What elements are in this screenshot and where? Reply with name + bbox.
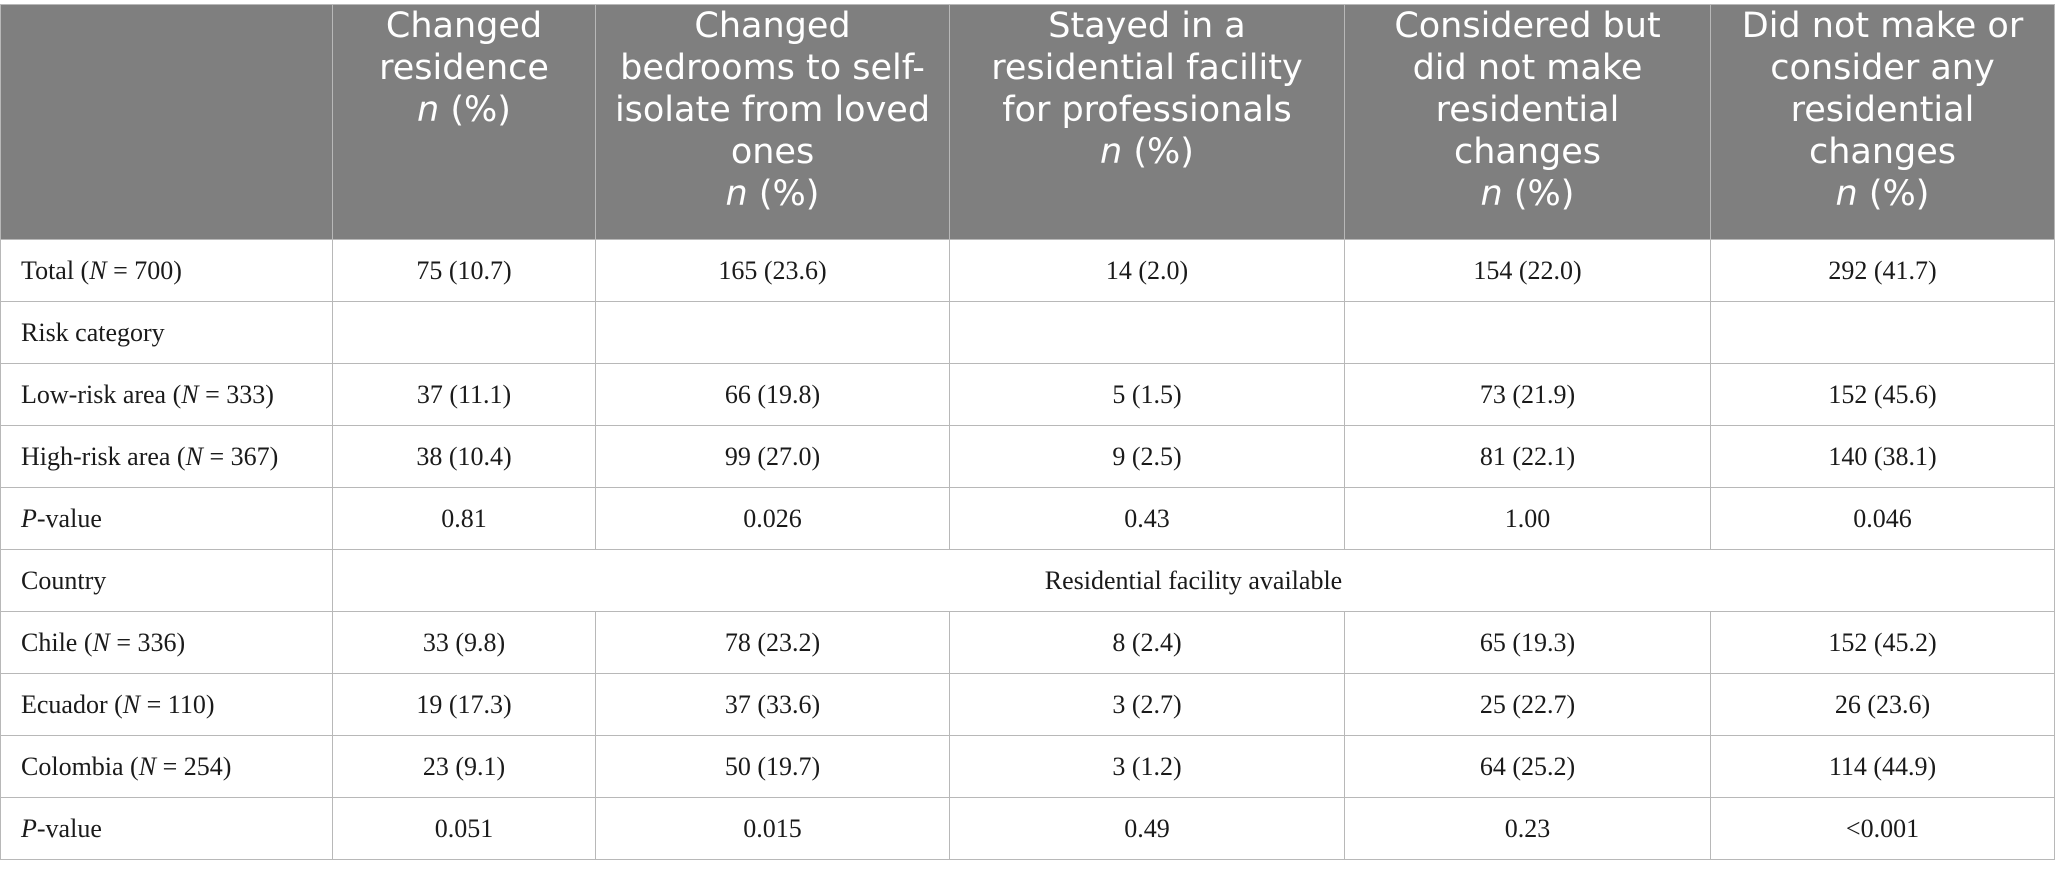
table-cell: 0.046 <box>1710 487 2055 550</box>
table-header: Changed residence n (%) Changed bedrooms… <box>0 4 2055 240</box>
table-body: Total (N = 700) 75 (10.7) 165 (23.6) 14 … <box>0 239 2055 860</box>
header-empty-cell <box>0 4 333 240</box>
row-label-risk-category: Risk category <box>0 301 333 364</box>
spanning-cell-facility-available: Residential facility available <box>332 549 2055 612</box>
table-cell: 152 (45.2) <box>1710 611 2055 674</box>
table-cell: 9 (2.5) <box>949 425 1345 488</box>
table-cell: 0.49 <box>949 797 1345 860</box>
table-cell: 0.23 <box>1344 797 1711 860</box>
row-label-p-value: P-value <box>0 487 333 550</box>
table-cell: 1.00 <box>1344 487 1711 550</box>
table-cell: 99 (27.0) <box>595 425 950 488</box>
header-row: Changed residence n (%) Changed bedrooms… <box>0 4 2055 240</box>
table-cell: 0.051 <box>332 797 596 860</box>
table-cell: 0.43 <box>949 487 1345 550</box>
table-cell: 26 (23.6) <box>1710 673 2055 736</box>
row-label-p-value: P-value <box>0 797 333 860</box>
table-row-colombia: Colombia (N = 254) 23 (9.1) 50 (19.7) 3 … <box>0 735 2055 798</box>
table-cell: 65 (19.3) <box>1344 611 1711 674</box>
table-cell: 78 (23.2) <box>595 611 950 674</box>
table-cell: 38 (10.4) <box>332 425 596 488</box>
table-cell: 25 (22.7) <box>1344 673 1711 736</box>
column-header-residential-facility: Stayed in a residential facility for pro… <box>949 4 1345 240</box>
table-cell <box>1344 301 1711 364</box>
table-row-risk-category: Risk category <box>0 301 2055 364</box>
table-cell: 81 (22.1) <box>1344 425 1711 488</box>
table-cell: 33 (9.8) <box>332 611 596 674</box>
table-cell: 73 (21.9) <box>1344 363 1711 426</box>
table-cell: 114 (44.9) <box>1710 735 2055 798</box>
table-cell: 0.81 <box>332 487 596 550</box>
table-row-p-value-country: P-value 0.051 0.015 0.49 0.23 <0.001 <box>0 797 2055 860</box>
table-row-chile: Chile (N = 336) 33 (9.8) 78 (23.2) 8 (2.… <box>0 611 2055 674</box>
table-cell <box>1710 301 2055 364</box>
table-cell: 152 (45.6) <box>1710 363 2055 426</box>
row-label-ecuador: Ecuador (N = 110) <box>0 673 333 736</box>
table-cell: 23 (9.1) <box>332 735 596 798</box>
column-header-changed-bedrooms: Changed bedrooms to self- isolate from l… <box>595 4 950 240</box>
table-cell: 3 (1.2) <box>949 735 1345 798</box>
table-cell: 37 (11.1) <box>332 363 596 426</box>
table-cell: 19 (17.3) <box>332 673 596 736</box>
table-cell: 66 (19.8) <box>595 363 950 426</box>
table-row-ecuador: Ecuador (N = 110) 19 (17.3) 37 (33.6) 3 … <box>0 673 2055 736</box>
column-header-changed-residence: Changed residence n (%) <box>332 4 596 240</box>
table-cell: 165 (23.6) <box>595 239 950 302</box>
table-cell: 14 (2.0) <box>949 239 1345 302</box>
row-label-colombia: Colombia (N = 254) <box>0 735 333 798</box>
table-cell: 3 (2.7) <box>949 673 1345 736</box>
table-cell <box>949 301 1345 364</box>
table-row-p-value-risk: P-value 0.81 0.026 0.43 1.00 0.046 <box>0 487 2055 550</box>
row-label-total: Total (N = 700) <box>0 239 333 302</box>
table-cell <box>595 301 950 364</box>
table-cell: 292 (41.7) <box>1710 239 2055 302</box>
table-row-low-risk: Low-risk area (N = 333) 37 (11.1) 66 (19… <box>0 363 2055 426</box>
table-row-high-risk: High-risk area (N = 367) 38 (10.4) 99 (2… <box>0 425 2055 488</box>
table-cell: 8 (2.4) <box>949 611 1345 674</box>
row-label-low-risk: Low-risk area (N = 333) <box>0 363 333 426</box>
table-cell: 0.026 <box>595 487 950 550</box>
table-cell: 75 (10.7) <box>332 239 596 302</box>
table-cell: <0.001 <box>1710 797 2055 860</box>
row-label-chile: Chile (N = 336) <box>0 611 333 674</box>
table-cell: 64 (25.2) <box>1344 735 1711 798</box>
table-cell: 5 (1.5) <box>949 363 1345 426</box>
table-cell: 140 (38.1) <box>1710 425 2055 488</box>
table-cell: 154 (22.0) <box>1344 239 1711 302</box>
row-label-high-risk: High-risk area (N = 367) <box>0 425 333 488</box>
table-cell: 50 (19.7) <box>595 735 950 798</box>
row-label-country: Country <box>0 549 333 612</box>
table-row-country: Country Residential facility available <box>0 549 2055 612</box>
column-header-no-change: Did not make or consider any residential… <box>1710 4 2055 240</box>
table-cell <box>332 301 596 364</box>
column-header-considered-no-change: Considered but did not make residential … <box>1344 4 1711 240</box>
table-cell: 37 (33.6) <box>595 673 950 736</box>
table-cell: 0.015 <box>595 797 950 860</box>
results-table: Changed residence n (%) Changed bedrooms… <box>0 4 2055 860</box>
table-row-total: Total (N = 700) 75 (10.7) 165 (23.6) 14 … <box>0 239 2055 302</box>
